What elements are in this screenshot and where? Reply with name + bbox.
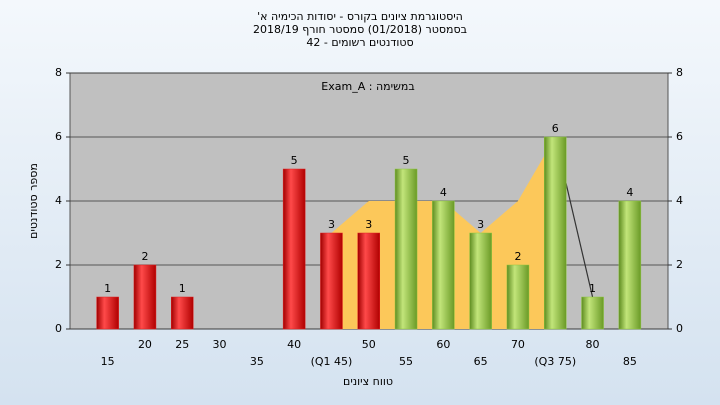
value-label: 1 [104,282,111,295]
y-tick-label: 8 [55,66,62,79]
value-label: 5 [291,154,298,167]
y2-tick-label: 8 [676,66,683,79]
value-label: 5 [403,154,410,167]
x-tick-label: 65 [474,355,488,368]
x-tick-label: 30 [213,338,227,351]
bar [581,296,604,330]
y-tick-label: 4 [55,194,62,207]
x-tick-label: 25 [175,338,189,351]
value-label: 2 [514,250,521,263]
value-label: 2 [141,250,148,263]
x-tick-label: 15 [101,355,115,368]
bar [394,168,418,330]
y2-tick-label: 6 [676,130,683,143]
bar [171,296,194,330]
value-label: 4 [440,186,447,199]
value-label: 3 [365,218,372,231]
title-line: היסטוגרמת ציונים בקורס - יסודות הכימיה א… [257,10,463,23]
bar [282,168,306,330]
x-tick-label: 55 [399,355,413,368]
title-line: בסמסטר (01/2018) סמסטר חורף 2018/19 [253,23,467,36]
y2-tick-label: 4 [676,194,683,207]
bar [320,232,343,330]
title-line: סטודנטים רשומים - 42 [306,36,413,49]
x-tick-label: 85 [623,355,637,368]
value-label: 1 [589,282,596,295]
x-tick-label: 40 [287,338,301,351]
value-label: 6 [552,122,559,135]
y-axis-label: מספר סטודנטים [27,163,40,239]
y-tick-label: 0 [55,322,62,335]
bar [432,200,455,330]
bar [96,296,119,330]
x-tick-label: 60 [436,338,450,351]
value-label: 3 [477,218,484,231]
annotation: במשימה : Exam_A [321,80,414,93]
bar [544,136,567,330]
bar [618,200,642,330]
x-tick-label: 70 [511,338,525,351]
bar [357,232,380,330]
x-tick-label: 20 [138,338,152,351]
x-tick-label: 80 [586,338,600,351]
value-label: 3 [328,218,335,231]
value-label: 1 [179,282,186,295]
y2-tick-label: 2 [676,258,683,271]
x-axis-label: טווח ציונים [343,375,393,388]
y2-tick-label: 0 [676,322,683,335]
value-label: 4 [626,186,633,199]
x-tick-label: 35 [250,355,264,368]
y-tick-label: 2 [55,258,62,271]
bar [506,264,530,330]
x-tick-label: 50 [362,338,376,351]
y-tick-label: 6 [55,130,62,143]
bar [469,232,492,330]
x-tick-label: (Q3 75) [534,355,576,368]
bar [133,264,157,330]
x-tick-label: (Q1 45) [311,355,353,368]
